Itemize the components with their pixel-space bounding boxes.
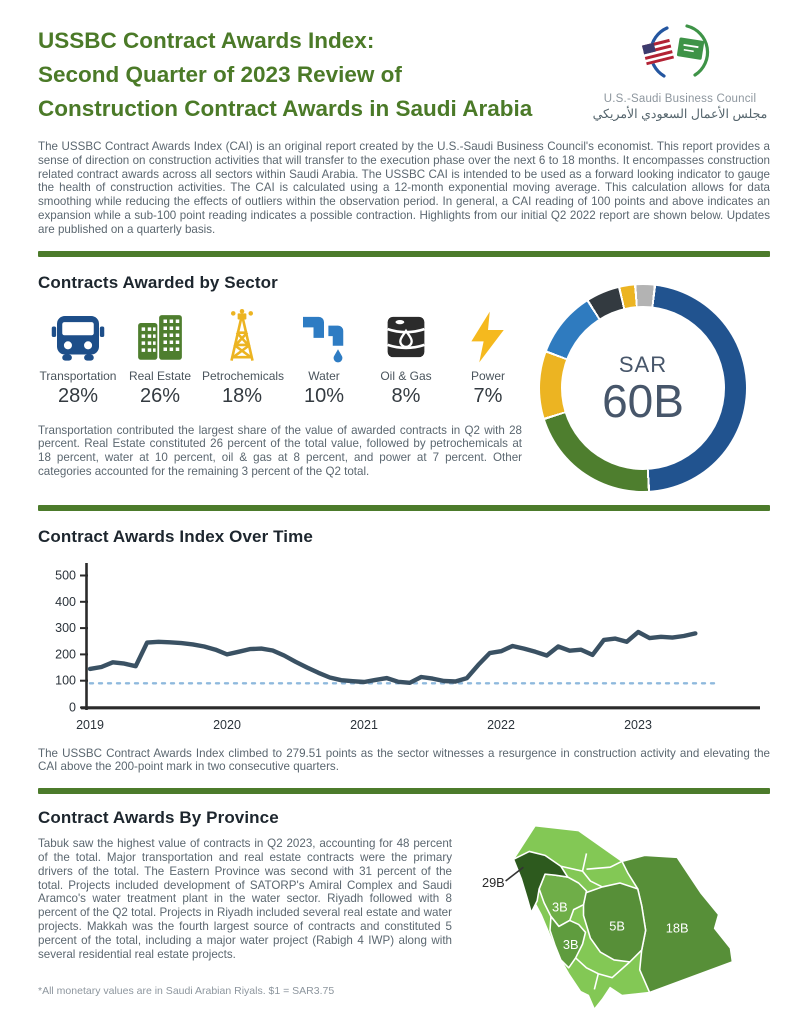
svg-text:0: 0 [69, 700, 76, 714]
water-pipe-icon [303, 316, 344, 362]
svg-text:400: 400 [55, 594, 76, 608]
sector-label: Real Estate [128, 368, 192, 383]
riyadh-value-label: 5B [609, 918, 625, 933]
madinah-value-label: 3B [552, 900, 568, 915]
section-by-province: Contract Awards By Province Tabuk saw th… [38, 808, 770, 1024]
sector-donut-chart: SAR 60B [540, 284, 746, 491]
section-contracts-by-sector: Contracts Awarded by Sector [38, 273, 770, 491]
svg-text:2019: 2019 [76, 718, 104, 732]
oil-derrick-icon [230, 308, 254, 361]
sector-percent: 18% [221, 384, 263, 407]
cai-heading: Contract Awards Index Over Time [38, 526, 313, 546]
province-riyadh [582, 882, 647, 963]
svg-text:200: 200 [55, 647, 76, 661]
sector-icon-row: Transportation 28% [38, 308, 528, 408]
lightning-bolt-icon [471, 311, 504, 362]
header: USSBC Contract Awards Index: Second Quar… [38, 20, 770, 126]
sector-label: Oil & Gas [380, 368, 432, 383]
province-paragraph: Tabuk saw the highest value of contracts… [38, 837, 452, 961]
us-flag-icon [641, 38, 675, 66]
sector-left-column: Contracts Awarded by Sector [38, 273, 528, 491]
svg-text:300: 300 [55, 621, 76, 635]
ussbc-flags-icon [641, 24, 710, 78]
sector-petrochemicals: Petrochemicals 18% [202, 308, 285, 408]
sector-power: Power 7% [448, 309, 528, 408]
sector-water: Water 10% [284, 309, 364, 408]
sector-label: Power [470, 368, 505, 383]
province-borders [560, 853, 631, 990]
cai-paragraph: The USSBC Contract Awards Index climbed … [38, 746, 770, 774]
svg-text:2021: 2021 [350, 718, 378, 732]
province-left-column: Contract Awards By Province Tabuk saw th… [38, 808, 452, 1024]
ussbc-logo: U.S.-Saudi Business Council مجلس الأعمال… [590, 20, 770, 121]
sector-label: Petrochemicals [202, 368, 285, 383]
eastern-value-label: 18B [666, 920, 689, 935]
buildings-icon [138, 314, 182, 360]
donut-currency: SAR [618, 351, 668, 377]
section-divider [38, 788, 770, 795]
province-heading: Contract Awards By Province [38, 808, 279, 828]
cai-line-chart: 0 100 200 300 400 500 2019 2020 2021 202… [55, 562, 760, 732]
province-tabuk [512, 850, 569, 914]
saudi-flag-icon [676, 37, 705, 60]
sector-percent: 10% [303, 384, 345, 407]
sector-percent: 7% [473, 384, 503, 407]
intro-paragraph: The USSBC Contract Awards Index (CAI) is… [38, 140, 770, 236]
donut-column: SAR 60B [540, 273, 770, 491]
logo-org-name: U.S.-Saudi Business Council [603, 93, 757, 105]
logo-org-name-arabic: مجلس الأعمال السعودي الأمريكي [592, 107, 768, 121]
sector-percent: 28% [57, 384, 99, 407]
saudi-province-map: 29B 3B 3B 5B 18B [470, 812, 770, 1024]
page-title-line-2: Second Quarter of 2023 Review of [38, 62, 402, 87]
sector-real-estate: Real Estate 26% [120, 309, 200, 408]
section-divider [38, 504, 770, 511]
oil-barrel-icon [387, 316, 425, 357]
sector-transportation: Transportation 28% [38, 309, 118, 408]
sector-paragraph: Transportation contributed the largest s… [38, 423, 522, 478]
page-title-line-3: Construction Contract Awards in Saudi Ar… [38, 96, 533, 121]
sector-heading: Contracts Awarded by Sector [38, 272, 278, 292]
saudi-map-icon: 29B 3B 3B 5B 18B [482, 825, 734, 1011]
svg-text:2022: 2022 [487, 718, 515, 732]
sector-label: Transportation [39, 368, 117, 383]
svg-text:2023: 2023 [624, 718, 652, 732]
page-title-line-1: USSBC Contract Awards Index: [38, 28, 375, 53]
donut-center: SAR 60B [561, 305, 725, 470]
makkah-value-label: 3B [563, 937, 579, 952]
tabuk-leader-line [505, 866, 524, 882]
sector-label: Water [308, 368, 340, 383]
sector-oil-gas: Oil & Gas 8% [366, 309, 446, 408]
section-divider [38, 250, 770, 257]
monetary-footnote: *All monetary values are in Saudi Arabia… [38, 985, 335, 998]
tabuk-value-label: 29B [482, 875, 505, 890]
svg-text:2020: 2020 [213, 718, 241, 732]
bus-icon [51, 315, 105, 361]
svg-text:100: 100 [55, 673, 76, 687]
x-axis-labels: 2019 2020 2021 2022 2023 [76, 718, 652, 732]
page-title: USSBC Contract Awards Index: Second Quar… [38, 20, 590, 126]
y-axis-ticks: 0 100 200 300 400 500 [55, 568, 88, 714]
svg-text:500: 500 [55, 568, 76, 582]
province-makkah [549, 915, 587, 969]
sector-percent: 8% [391, 384, 421, 407]
section-cai-over-time: Contract Awards Index Over Time 0 100 20… [38, 527, 770, 775]
donut-total-value: 60B [602, 374, 684, 427]
cai-series-line [87, 629, 698, 685]
sector-percent: 26% [139, 384, 181, 407]
